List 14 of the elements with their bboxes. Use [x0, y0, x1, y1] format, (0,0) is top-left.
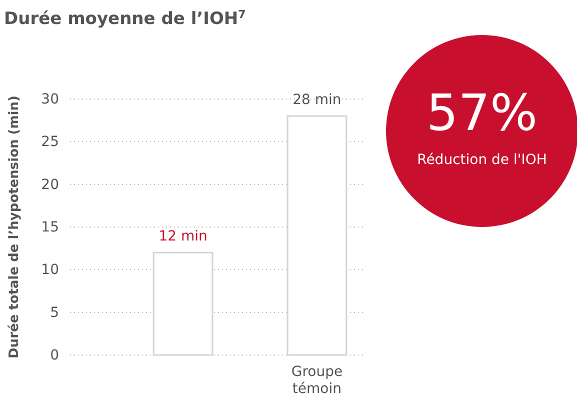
- data-label: 28 min: [292, 92, 342, 108]
- y-tick-label: 10: [41, 262, 59, 278]
- y-axis-title: Durée totale de l’hypotension (min): [7, 96, 22, 358]
- y-tick-label: 15: [41, 219, 59, 236]
- y-tick-label: 30: [41, 91, 59, 108]
- y-tick-label: 5: [50, 304, 59, 321]
- data-label: 12 min: [158, 228, 208, 245]
- text: 57%: [426, 84, 538, 142]
- y-tick-label: 0: [50, 347, 59, 364]
- text: Réduction de l'IOH: [417, 152, 547, 168]
- y-tick-label: 20: [41, 176, 59, 193]
- chart-title: Durée moyenne de l’IOH$^{7}$: [4, 8, 246, 29]
- y-tick-label: 25: [41, 134, 59, 150]
- x-tick-label: Groupe témoin: [291, 364, 343, 397]
